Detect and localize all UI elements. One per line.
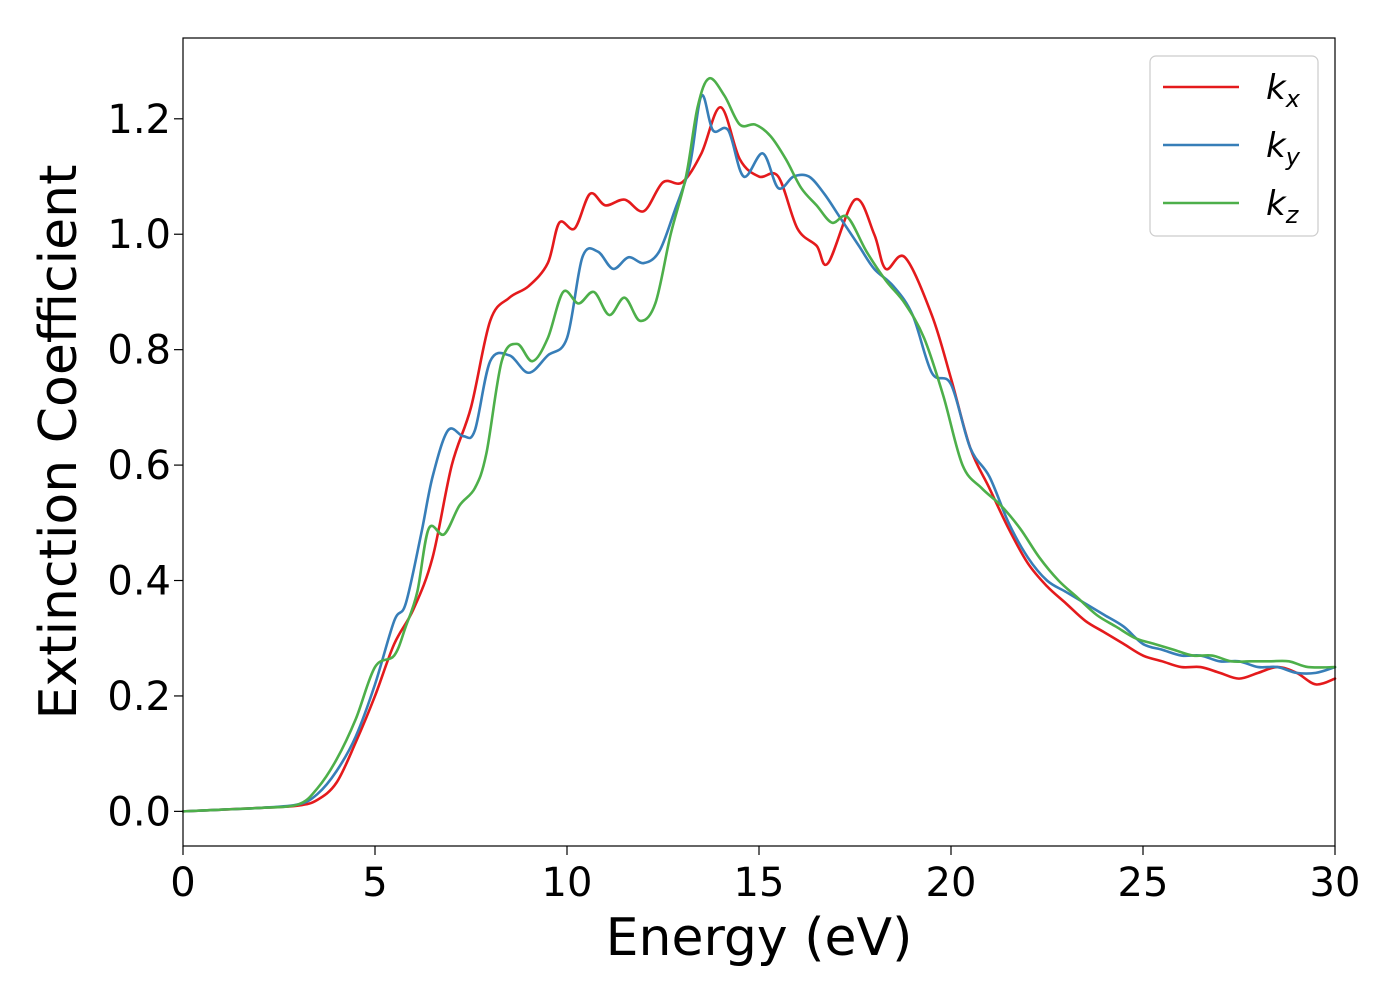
y-tick-label: 0.0 <box>107 789 171 835</box>
x-tick-label: 10 <box>542 860 593 906</box>
y-axis-title: Extinction Coefficient <box>29 165 89 720</box>
legend-label-kz: kz <box>1266 184 1300 229</box>
x-tick-label: 0 <box>170 860 195 906</box>
x-axis-ticks: 0 5 10 15 20 25 30 <box>170 846 1360 906</box>
x-tick-label: 20 <box>926 860 977 906</box>
y-tick-label: 1.2 <box>107 97 171 143</box>
y-tick-label: 0.6 <box>107 443 171 489</box>
series-layer <box>181 76 1337 813</box>
legend-entries: kx ky kz <box>1163 68 1301 229</box>
series-line-kz <box>181 76 1337 813</box>
series-line-kx <box>181 105 1337 813</box>
legend: kx ky kz <box>1149 55 1319 237</box>
x-tick-label: 25 <box>1118 860 1169 906</box>
y-tick-label: 0.2 <box>107 674 171 720</box>
x-tick-label: 30 <box>1310 860 1361 906</box>
y-tick-label: 0.8 <box>107 328 171 374</box>
series-line-ky <box>181 94 1337 813</box>
y-tick-label: 0.4 <box>107 559 171 605</box>
x-tick-label: 15 <box>734 860 785 906</box>
legend-label-ky: ky <box>1266 126 1301 171</box>
legend-label-kx: kx <box>1266 68 1301 113</box>
x-tick-label: 5 <box>362 860 387 906</box>
x-axis-title: Energy (eV) <box>606 908 913 968</box>
y-axis-ticks: 0.0 0.2 0.4 0.6 0.8 1.0 1.2 <box>107 97 183 835</box>
y-tick-label: 1.0 <box>107 212 171 258</box>
